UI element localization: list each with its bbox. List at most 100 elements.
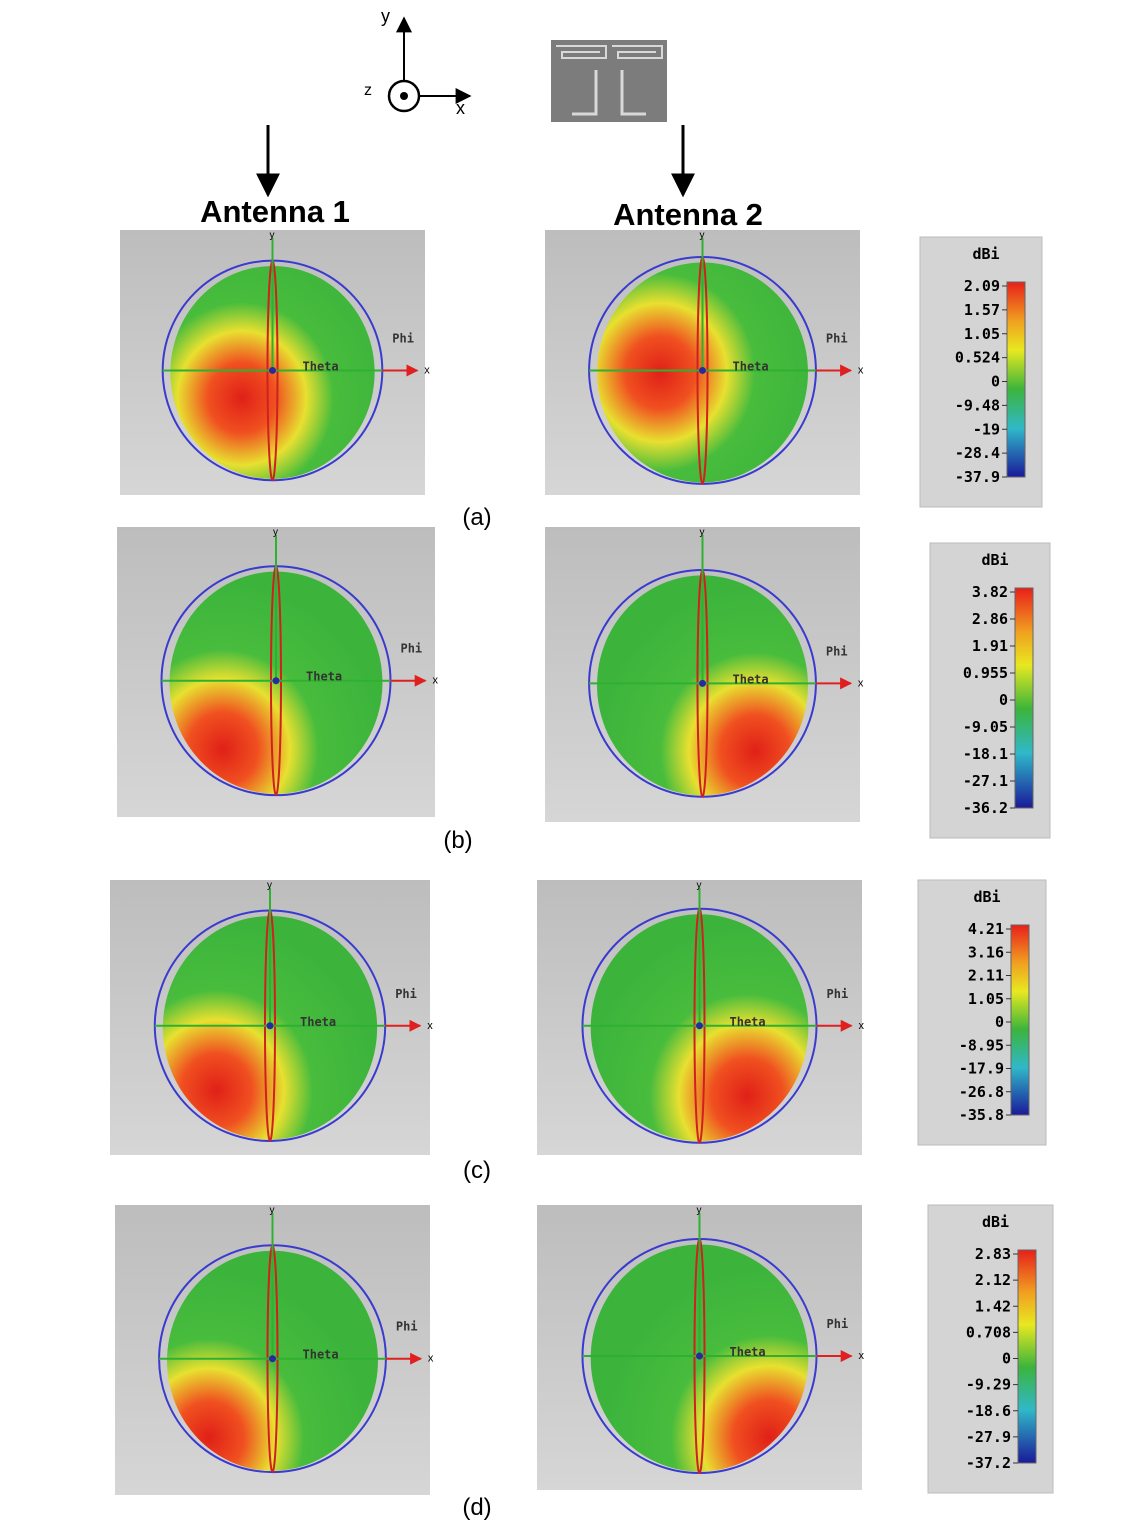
- pattern-label: Theta: [300, 1015, 336, 1029]
- colorbar-gradient: [1014, 587, 1034, 809]
- radiation-pattern: y x Phi Theta: [537, 880, 865, 1155]
- coordinate-axes: y z x: [364, 6, 472, 118]
- colorbar-tick-label: -27.9: [966, 1428, 1011, 1446]
- pattern-label: y: [700, 527, 705, 538]
- panel-label: (d): [462, 1494, 491, 1521]
- colorbar-tick-label: 3.16: [968, 943, 1004, 961]
- pattern-label: y: [267, 880, 272, 891]
- panel-label: (a): [462, 504, 491, 531]
- origin: [269, 1355, 276, 1363]
- colorbar-unit: dBi: [981, 551, 1008, 569]
- colorbar-tick-label: -26.8: [959, 1083, 1004, 1101]
- origin: [699, 366, 706, 374]
- pattern-label: x: [428, 1353, 434, 1365]
- pattern-label: Phi: [827, 987, 849, 1001]
- colorbar-gradient: [1017, 1249, 1037, 1464]
- radiation-pattern: y x Phi Theta: [120, 230, 430, 495]
- radiation-pattern: y x Phi Theta: [545, 230, 864, 495]
- colorbar-tick-label: 0: [995, 1013, 1004, 1031]
- colorbar-tick-label: -28.4: [955, 444, 1000, 462]
- colorbar-tick-label: 2.11: [968, 967, 1004, 985]
- origin: [272, 677, 280, 685]
- colorbar-tick-label: 1.05: [964, 325, 1000, 343]
- column-title: Antenna 1: [200, 194, 350, 229]
- colorbar: dBi 2.83 2.12 1.42 0.708 0 -9.29 -18.6 -27.9 -37.…: [927, 1204, 1054, 1494]
- colorbar: dBi 2.09 1.57 1.05 0.524 0 -9.48 -19 -28.4 -37.9: [919, 236, 1043, 508]
- colorbar-tick-label: 3.82: [972, 583, 1008, 601]
- colorbar-tick-label: -18.6: [966, 1402, 1011, 1420]
- colorbar-tick-label: 1.05: [968, 990, 1004, 1008]
- pattern-label: Phi: [826, 331, 848, 345]
- colorbar-gradient: [1006, 281, 1026, 478]
- antenna-image: [551, 40, 667, 122]
- radiation-pattern: y x Phi Theta: [117, 527, 438, 817]
- origin: [269, 366, 276, 374]
- origin: [699, 679, 706, 687]
- colorbar-tick-label: -35.8: [959, 1106, 1004, 1124]
- pattern-label: Phi: [826, 644, 848, 658]
- colorbar-tick-label: 4.21: [968, 920, 1004, 938]
- colorbar-unit: dBi: [972, 245, 999, 263]
- axis-label: x: [456, 98, 465, 118]
- axis-label: y: [381, 6, 390, 26]
- pattern-label: Theta: [730, 1015, 766, 1029]
- colorbar-tick-label: -18.1: [963, 745, 1008, 763]
- radiation-pattern: y x Phi Theta: [545, 527, 864, 822]
- colorbar-tick-label: 0: [1002, 1350, 1011, 1368]
- pattern-label: x: [432, 675, 438, 687]
- colorbar-unit: dBi: [973, 888, 1000, 906]
- pattern-label: x: [859, 1350, 865, 1362]
- colorbar-tick-label: -37.9: [955, 468, 1000, 486]
- colorbar-tick-label: -37.2: [966, 1454, 1011, 1472]
- pattern-label: Theta: [733, 672, 769, 686]
- pattern-label: Phi: [395, 987, 417, 1001]
- colorbar-tick-label: 1.91: [972, 637, 1008, 655]
- pattern-label: x: [858, 364, 864, 376]
- colorbar-tick-label: 2.09: [964, 277, 1000, 295]
- pattern-label: y: [273, 527, 278, 538]
- origin: [696, 1352, 703, 1360]
- colorbar-tick-label: 1.42: [975, 1297, 1011, 1315]
- colorbar-tick-label: -9.05: [963, 718, 1008, 736]
- pattern-label: y: [700, 230, 705, 241]
- pattern-label: x: [424, 364, 430, 376]
- radiation-pattern: y x Phi Theta: [110, 880, 433, 1155]
- pattern-label: Phi: [392, 331, 414, 345]
- colorbar-tick-label: 2.86: [972, 610, 1008, 628]
- pattern-label: y: [270, 230, 275, 241]
- colorbar-tick-label: 0: [991, 373, 1000, 391]
- colorbar-tick-label: -9.48: [955, 396, 1000, 414]
- colorbar-tick-label: -17.9: [959, 1060, 1004, 1078]
- colorbar-tick-label: 1.57: [964, 301, 1000, 319]
- colorbar-tick-label: 0.955: [963, 664, 1008, 682]
- pattern-label: Theta: [733, 359, 769, 373]
- origin: [266, 1022, 274, 1030]
- pattern-label: y: [270, 1205, 275, 1216]
- panel-label: (b): [443, 827, 472, 854]
- colorbar: dBi 4.21 3.16 2.11 1.05 0 -8.95 -17.9 -26.8 -35.8: [917, 879, 1047, 1146]
- pattern-label: Phi: [396, 1320, 418, 1334]
- radiation-pattern: y x Phi Theta: [115, 1205, 434, 1495]
- pattern-label: Phi: [400, 642, 422, 656]
- axis-label: z: [364, 82, 372, 99]
- pattern-label: Theta: [306, 670, 342, 684]
- pattern-label: y: [697, 1205, 702, 1216]
- panel-label: (c): [463, 1157, 491, 1184]
- colorbar-tick-label: 0.708: [966, 1323, 1011, 1341]
- colorbar-tick-label: 2.83: [975, 1245, 1011, 1263]
- colorbar-tick-label: 0: [999, 691, 1008, 709]
- colorbar-tick-label: -9.29: [966, 1376, 1011, 1394]
- colorbar-tick-label: -8.95: [959, 1036, 1004, 1054]
- pattern-label: Theta: [303, 359, 339, 373]
- colorbar-gradient: [1010, 924, 1030, 1116]
- colorbar-tick-label: -36.2: [963, 799, 1008, 817]
- pattern-label: Theta: [730, 1345, 766, 1359]
- colorbar-tick-label: 2.12: [975, 1271, 1011, 1289]
- column-title: Antenna 2: [613, 197, 763, 232]
- origin: [696, 1022, 703, 1030]
- pattern-label: Theta: [303, 1348, 339, 1362]
- colorbar-unit: dBi: [982, 1213, 1009, 1231]
- pattern-label: x: [858, 677, 864, 689]
- colorbar: dBi 3.82 2.86 1.91 0.955 0 -9.05 -18.1 -27.1 -36.…: [929, 542, 1051, 839]
